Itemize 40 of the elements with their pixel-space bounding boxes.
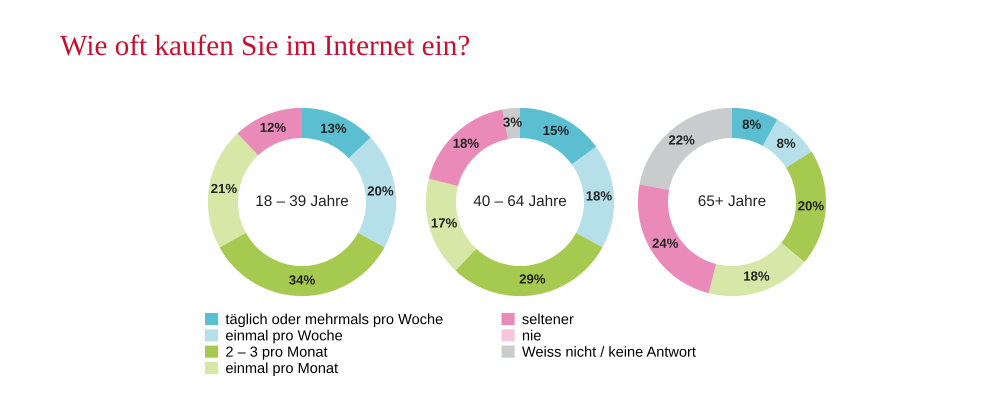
- donut-slice: [781, 152, 826, 262]
- data-label: 34%: [289, 275, 315, 285]
- donut-slice: [520, 108, 596, 164]
- text: 18 – 39 Jahre: [256, 194, 348, 206]
- data-label: 20%: [368, 186, 394, 196]
- donut-slice: [348, 138, 396, 248]
- donut-slice: [208, 133, 258, 248]
- legend-label: seltener: [522, 314, 574, 324]
- donut-slice: [708, 242, 805, 296]
- data-label: 18%: [454, 138, 479, 148]
- data-label: 8%: [777, 138, 796, 148]
- data-label: 24%: [652, 238, 678, 248]
- data-label: 13%: [321, 124, 346, 134]
- data-label: 17%: [432, 218, 457, 228]
- data-label: 18%: [744, 271, 770, 281]
- legend-label: nie: [522, 330, 541, 341]
- data-label: 21%: [211, 184, 237, 194]
- legend-label: täglich oder mehrmals pro Woche: [226, 314, 443, 328]
- donut-slice: [238, 108, 302, 156]
- text: 65+ Jahre: [698, 194, 766, 206]
- data-label: 8%: [742, 120, 761, 129]
- data-label: 18%: [586, 191, 612, 201]
- data-label: 22%: [668, 135, 694, 145]
- chart-title: Wie oft kaufen Sie im Internet ein?: [60, 34, 470, 56]
- text: 40 – 64 Jahre: [474, 194, 566, 206]
- donut-slice: [732, 108, 778, 146]
- data-label: 20%: [798, 201, 824, 211]
- donut-slice: [302, 108, 371, 158]
- legend-label: 2 – 3 pro Monat: [226, 346, 328, 360]
- donut-slice: [456, 232, 602, 296]
- data-label: 15%: [544, 126, 569, 136]
- legend-label: einmal pro Woche: [226, 330, 342, 344]
- data-label: 12%: [260, 122, 286, 132]
- donut-slice: [640, 108, 732, 190]
- donut-slice: [762, 120, 812, 168]
- donut-slice: [220, 232, 384, 296]
- legend-label: Weiss nicht / keine Antwort: [522, 346, 696, 357]
- donut-slice: [572, 146, 614, 248]
- data-label: 29%: [520, 274, 546, 284]
- legend-label: einmal pro Monat: [226, 362, 338, 376]
